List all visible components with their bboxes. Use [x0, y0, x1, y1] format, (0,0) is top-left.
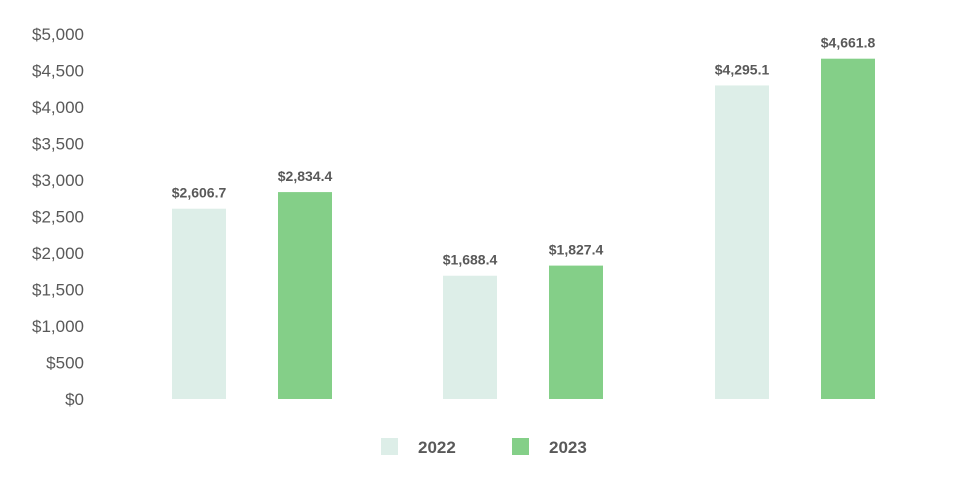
bar-group: $4,295.1 $4,661.8 — [715, 35, 876, 399]
bar-group: $2,606.7 $2,834.4 — [172, 168, 333, 399]
legend-label: 2023 — [549, 438, 587, 457]
y-tick-label: $1,500 — [32, 281, 84, 300]
y-tick-label: $500 — [46, 354, 84, 373]
bar-2022 — [172, 208, 226, 399]
bar-2022 — [715, 85, 769, 399]
bar-2022 — [443, 275, 497, 399]
legend-label: 2022 — [418, 438, 456, 457]
data-label: $4,661.8 — [821, 35, 876, 51]
y-tick-label: $2,000 — [32, 244, 84, 263]
y-tick-label: $4,500 — [32, 62, 84, 81]
bar-2023 — [278, 192, 332, 399]
data-label: $1,688.4 — [443, 252, 498, 268]
legend-item-2022: 2022 — [381, 438, 456, 457]
y-tick-label: $1,000 — [32, 317, 84, 336]
y-tick-label: $3,500 — [32, 135, 84, 154]
bar-groups: $2,606.7 $2,834.4 $1,688.4 $1,827.4 $4,295.1… — [172, 35, 876, 399]
bar-group: $1,688.4 $1,827.4 — [443, 242, 604, 399]
data-label: $4,295.1 — [715, 61, 770, 77]
legend-item-2023: 2023 — [512, 438, 587, 457]
y-tick-label: $4,000 — [32, 98, 84, 117]
data-label: $2,834.4 — [278, 168, 333, 184]
y-tick-label: $2,500 — [32, 208, 84, 227]
data-label: $2,606.7 — [172, 185, 227, 201]
legend: 2022 2023 — [381, 438, 587, 457]
y-tick-label: $0 — [65, 390, 84, 409]
legend-swatch — [512, 438, 529, 455]
y-tick-label: $5,000 — [32, 25, 84, 44]
data-label: $1,827.4 — [549, 242, 604, 258]
y-tick-label: $3,000 — [32, 171, 84, 190]
y-axis: $0 $500 $1,000 $1,500 $2,000 $2,500 $3,000 $3,5… — [32, 25, 84, 409]
bar-2023 — [549, 265, 603, 399]
bar-2023 — [821, 58, 875, 399]
legend-swatch — [381, 438, 398, 455]
